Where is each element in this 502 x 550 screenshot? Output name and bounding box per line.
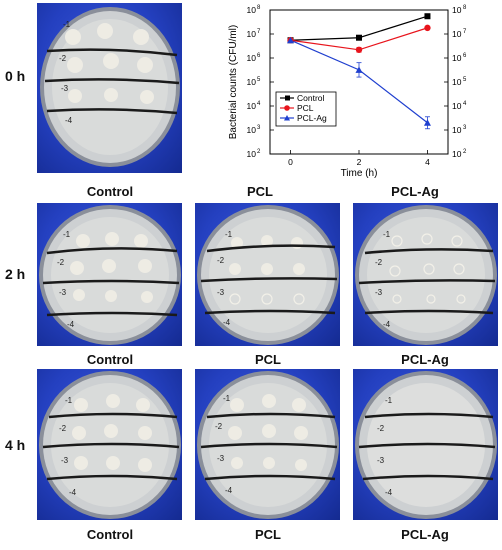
y-tick-exponent-right: 6 <box>463 53 467 59</box>
y-tick-label-right: 10 <box>452 125 462 135</box>
y-tick-exponent-right: 8 <box>463 5 467 11</box>
data-point <box>355 46 363 53</box>
y-tick-label-right: 10 <box>452 5 462 15</box>
y-tick-label-left: 10 <box>247 5 257 15</box>
y-tick-label-right: 10 <box>452 53 462 63</box>
y-tick-exponent-right: 5 <box>463 77 467 83</box>
row-label-4h: 4 h <box>5 437 26 453</box>
plate-photo-control-2h: -1 -2 -3 -4 <box>37 203 182 346</box>
col-label-pcl-row1: PCL <box>247 184 273 199</box>
svg-text:-3: -3 <box>217 288 225 297</box>
data-point <box>424 24 431 32</box>
data-point <box>424 13 431 20</box>
y-tick-label-left: 10 <box>247 53 257 63</box>
plate-mark-4: -4 <box>65 116 73 125</box>
y-tick-exponent-left: 4 <box>257 101 261 107</box>
plate-mark-3: -3 <box>61 84 69 93</box>
plate-photo-pcl-2h: -1 -2 -3 -4 <box>195 203 340 346</box>
col-label-control-row1: Control <box>86 184 134 199</box>
svg-text:-3: -3 <box>59 288 67 297</box>
y-tick-exponent-left: 3 <box>257 125 261 131</box>
y-tick-label-left: 10 <box>247 77 257 87</box>
y-tick-label-right: 10 <box>452 101 462 111</box>
legend: Control PCL PCL-Ag <box>275 91 337 127</box>
x-tick-label: 2 <box>357 157 362 167</box>
plate-mark-1: -1 <box>63 20 71 29</box>
plate-photo-pcl-ag-4h: -1 -2 -3 -4 <box>353 369 498 520</box>
svg-text:-4: -4 <box>67 320 75 329</box>
col-label-pcl-ag-row1: PCL-Ag <box>391 184 439 199</box>
y-tick-exponent-left: 6 <box>257 53 261 59</box>
legend-pcl: PCL <box>297 103 314 113</box>
svg-text:-2: -2 <box>217 256 225 265</box>
y-tick-exponent-left: 2 <box>257 149 261 155</box>
x-axis-label: Time (h) <box>341 168 378 179</box>
svg-text:-4: -4 <box>383 320 391 329</box>
svg-text:-1: -1 <box>383 230 391 239</box>
col-label-pcl-ag-row3: PCL-Ag <box>401 527 449 542</box>
plate-photo-pcl-ag-2h: -1 -2 -3 -4 <box>353 203 498 346</box>
svg-text:-1: -1 <box>65 396 73 405</box>
y-tick-label-left: 10 <box>247 29 257 39</box>
y-tick-label-right: 10 <box>452 149 462 159</box>
svg-text:-1: -1 <box>63 230 71 239</box>
y-tick-exponent-left: 5 <box>257 77 261 83</box>
plate-photo-pcl-4h: -1 -2 -3 -4 <box>195 369 340 520</box>
svg-text:-3: -3 <box>217 454 225 463</box>
svg-text:-4: -4 <box>225 486 233 495</box>
y-tick-exponent-left: 8 <box>257 5 261 11</box>
y-tick-label-left: 10 <box>247 125 257 135</box>
data-point <box>355 66 363 73</box>
plate-photo-control-4h: -1 -2 -3 -4 <box>37 369 182 520</box>
plate-photo-control-0h: -1 -2 -3 -4 <box>37 3 182 173</box>
svg-text:-3: -3 <box>375 288 383 297</box>
data-point <box>287 36 295 44</box>
svg-text:-4: -4 <box>385 488 393 497</box>
y-tick-exponent-right: 2 <box>463 149 467 155</box>
x-tick-label: 0 <box>288 157 293 167</box>
plot-frame <box>269 9 449 155</box>
y-tick-exponent-right: 4 <box>463 101 467 107</box>
x-tick-label: 4 <box>425 157 430 167</box>
svg-text:-3: -3 <box>377 456 385 465</box>
y-tick-label-left: 10 <box>247 101 257 111</box>
svg-text:-1: -1 <box>223 394 231 403</box>
legend-control: Control <box>297 93 325 103</box>
data-point <box>356 34 362 41</box>
col-label-control-row3: Control <box>86 527 134 542</box>
svg-text:-2: -2 <box>57 258 65 267</box>
col-label-pcl-row3: PCL <box>255 527 281 542</box>
col-label-pcl-ag-row2: PCL-Ag <box>401 352 449 367</box>
y-tick-label-right: 10 <box>452 77 462 87</box>
y-tick-exponent-left: 7 <box>257 29 261 35</box>
y-axis-label: Bacterial counts (CFU/ml) <box>228 25 239 139</box>
svg-text:-4: -4 <box>69 488 77 497</box>
row-label-0h: 0 h <box>5 68 26 84</box>
row-label-2h: 2 h <box>5 266 26 282</box>
y-tick-label-left: 10 <box>247 149 257 159</box>
svg-text:-2: -2 <box>59 424 67 433</box>
legend-pcl-ag: PCL-Ag <box>297 113 327 123</box>
col-label-control-row2: Control <box>86 352 134 367</box>
svg-text:-1: -1 <box>385 396 393 405</box>
svg-text:-3: -3 <box>61 456 69 465</box>
col-label-pcl-row2: PCL <box>255 352 281 367</box>
y-tick-label-right: 10 <box>452 29 462 39</box>
svg-text:-2: -2 <box>375 258 383 267</box>
svg-text:-2: -2 <box>215 422 223 431</box>
svg-text:-1: -1 <box>225 230 233 239</box>
y-tick-exponent-right: 3 <box>463 125 467 131</box>
svg-text:-2: -2 <box>377 424 385 433</box>
data-point <box>423 119 431 126</box>
svg-text:-4: -4 <box>223 318 231 327</box>
plate-mark-2: -2 <box>59 54 67 63</box>
y-tick-exponent-right: 7 <box>463 29 467 35</box>
